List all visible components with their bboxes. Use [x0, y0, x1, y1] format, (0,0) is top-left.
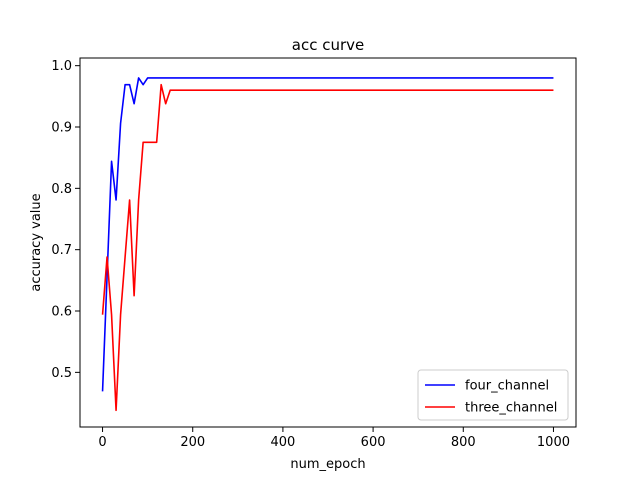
chart-title: acc curve [292, 36, 364, 54]
legend-frame [417, 369, 569, 421]
y-tick-label: 0.9 [51, 121, 72, 136]
series-line-three-channel [101, 83, 554, 412]
y-tick-label: 1.0 [51, 59, 72, 74]
x-tick-label: 600 [361, 435, 386, 450]
x-tick-label: 400 [270, 435, 295, 450]
y-tick-label: 0.5 [51, 366, 72, 381]
legend: four_channel three_channel [417, 369, 569, 421]
plot-background [80, 58, 576, 427]
series-lines [101, 77, 554, 412]
series-line-four-channel [101, 77, 554, 392]
x-tick-label: 200 [180, 435, 205, 450]
y-axis-ticks: 0.5 0.6 0.7 0.8 0.9 1.0 [51, 59, 80, 381]
x-tick-label: 1000 [537, 435, 570, 450]
plot-frame [79, 57, 577, 428]
legend-label-three-channel: three_channel [465, 401, 557, 416]
x-axis-label: num_epoch [290, 457, 365, 472]
plot-area [80, 58, 576, 427]
x-tick-label: 800 [451, 435, 476, 450]
y-tick-label: 0.6 [51, 305, 72, 320]
x-axis-ticks: 0 200 400 600 800 1000 [98, 427, 570, 450]
y-axis-label: accuracy value [29, 193, 44, 291]
legend-label-four-channel: four_channel [465, 379, 549, 394]
y-tick-label: 0.8 [51, 182, 72, 197]
x-tick-label: 0 [98, 435, 106, 450]
y-tick-label: 0.7 [51, 243, 72, 258]
